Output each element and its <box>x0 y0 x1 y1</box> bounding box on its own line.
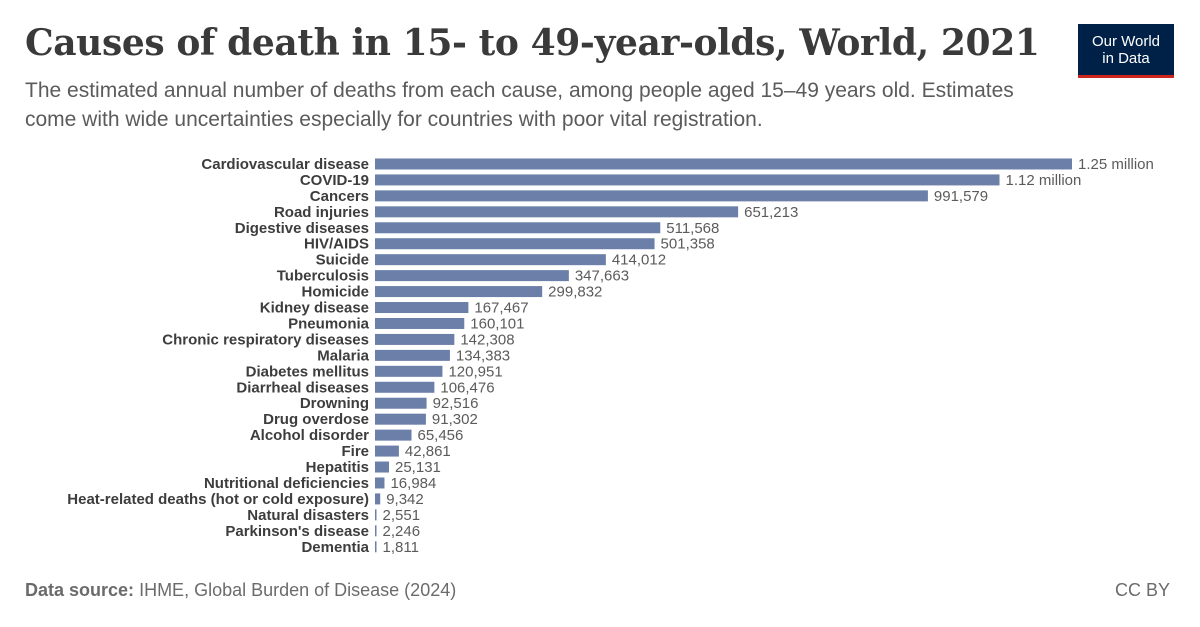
category-label: Parkinson's disease <box>225 523 369 540</box>
bar[interactable] <box>375 509 377 521</box>
category-label: Hepatitis <box>306 459 369 476</box>
category-label: Kidney disease <box>260 300 369 317</box>
bar[interactable] <box>375 270 569 282</box>
bar[interactable] <box>375 317 465 329</box>
bar[interactable] <box>375 541 377 553</box>
logo-line-2: in Data <box>1102 50 1150 67</box>
value-label: 42,861 <box>405 443 451 460</box>
value-label: 106,476 <box>440 379 494 396</box>
owid-logo[interactable]: Our World in Data <box>1078 24 1174 78</box>
value-label: 1.12 million <box>1006 172 1082 189</box>
category-label: Drug overdose <box>263 411 369 428</box>
bar[interactable] <box>375 238 655 250</box>
category-label: COVID-19 <box>300 172 369 189</box>
logo-line-1: Our World <box>1091 33 1161 50</box>
category-label: Fire <box>341 443 369 460</box>
bar[interactable] <box>375 381 435 393</box>
license-link[interactable]: CC BY <box>1114 580 1170 600</box>
bar[interactable] <box>375 493 381 505</box>
value-label: 1.25 million <box>1078 156 1154 173</box>
category-label: Suicide <box>316 252 369 269</box>
bar[interactable] <box>375 429 412 441</box>
bar[interactable] <box>375 477 385 489</box>
category-label: Alcohol disorder <box>250 427 369 444</box>
value-label: 651,213 <box>744 204 798 221</box>
chart-subtitle: The estimated annual number of deaths fr… <box>25 79 1014 131</box>
category-label: Diabetes mellitus <box>246 363 369 380</box>
category-label: Malaria <box>317 347 369 364</box>
chart-title: Causes of death in 15- to 49-year-olds, … <box>25 22 1040 64</box>
bar[interactable] <box>375 349 450 361</box>
bar[interactable] <box>375 174 1000 186</box>
data-source: Data source: IHME, Global Burden of Dise… <box>25 580 456 601</box>
category-label: Cancers <box>310 188 369 205</box>
value-label: 167,467 <box>474 300 528 317</box>
category-label: Digestive diseases <box>235 220 369 237</box>
value-label: 347,663 <box>575 268 629 285</box>
category-label: HIV/AIDS <box>304 236 369 253</box>
value-label: 16,984 <box>390 475 436 492</box>
value-label: 160,101 <box>470 315 524 332</box>
category-label: Chronic respiratory diseases <box>162 331 369 348</box>
bar[interactable] <box>375 222 661 234</box>
bar[interactable] <box>375 302 469 314</box>
value-label: 299,832 <box>548 284 602 301</box>
value-label: 91,302 <box>432 411 478 428</box>
bar[interactable] <box>375 158 1072 170</box>
value-label: 92,516 <box>433 395 479 412</box>
category-label: Homicide <box>301 284 369 301</box>
category-label: Road injuries <box>274 204 369 221</box>
value-label: 1,811 <box>383 539 419 556</box>
bar[interactable] <box>375 333 455 345</box>
value-label: 9,342 <box>386 491 424 508</box>
category-label: Heat-related deaths (hot or cold exposur… <box>67 491 369 508</box>
bar[interactable] <box>375 365 443 377</box>
value-label: 120,951 <box>448 363 502 380</box>
value-label: 2,246 <box>383 523 421 540</box>
value-label: 2,551 <box>383 507 421 524</box>
data-source-link[interactable]: IHME, Global Burden of Disease (2024) <box>139 580 457 600</box>
category-label: Tuberculosis <box>277 268 369 285</box>
bar[interactable] <box>375 413 426 425</box>
category-label: Natural disasters <box>247 507 369 524</box>
value-label: 65,456 <box>417 427 463 444</box>
bar[interactable] <box>375 461 390 473</box>
bar[interactable] <box>375 190 928 202</box>
category-label: Dementia <box>301 539 369 556</box>
bar[interactable] <box>375 206 739 218</box>
value-label: 414,012 <box>612 252 666 269</box>
category-label: Nutritional deficiencies <box>204 475 369 492</box>
data-source-label: Data source: <box>25 580 135 600</box>
category-label: Diarrheal diseases <box>236 379 369 396</box>
value-label: 501,358 <box>661 236 715 253</box>
bar[interactable] <box>375 254 606 266</box>
bar[interactable] <box>375 525 377 537</box>
value-label: 142,308 <box>460 331 514 348</box>
value-label: 134,383 <box>456 347 510 364</box>
category-label: Cardiovascular disease <box>201 156 369 173</box>
category-label: Pneumonia <box>288 315 370 332</box>
value-label: 25,131 <box>395 459 441 476</box>
bar[interactable] <box>375 397 427 409</box>
bar[interactable] <box>375 286 543 298</box>
value-label: 991,579 <box>934 188 988 205</box>
bar[interactable] <box>375 445 399 457</box>
value-label: 511,568 <box>666 220 719 237</box>
category-label: Drowning <box>300 395 369 412</box>
